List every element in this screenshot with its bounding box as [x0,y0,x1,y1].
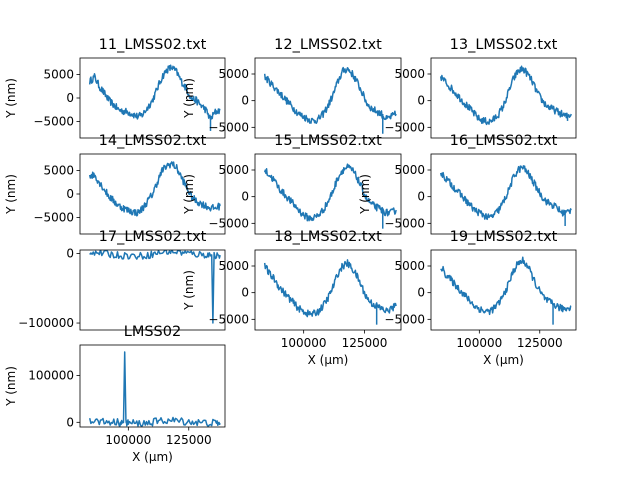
axes-frame [430,57,577,139]
y-tick-label: 5000 [218,67,249,81]
y-tick-label: −5000 [384,216,425,230]
axes-frame [254,249,402,331]
subplot-6: −5000 0 5000 16_LMSS02.txt Y (nm) [358,133,577,235]
y-tick-label: −5000 [384,312,425,326]
x-axis-label: X (μm) [132,450,173,464]
subplot-4: −5000 0 5000 14_LMSS02.txt Y (nm) [4,133,226,235]
subplot-7: −100000 0 17_LMSS02.txt [18,229,226,331]
y-axis-label: Y (nm) [182,270,196,311]
subplot-title: 14_LMSS02.txt [99,133,207,149]
y-tick-label: 0 [417,190,425,204]
y-tick-label: 0 [417,286,425,300]
y-tick-label: 5000 [43,163,74,177]
y-tick-label: 0 [66,415,74,429]
series-line [89,250,221,324]
subplot-1: −5000 0 5000 11_LMSS02.txt Y (nm) [4,37,226,139]
y-tick-label: −5000 [384,120,425,134]
y-tick-label: −5000 [208,216,249,230]
y-tick-label: −100000 [18,316,74,330]
subplot-title: 19_LMSS02.txt [450,229,558,245]
y-tick-label: 0 [66,187,74,201]
y-tick-label: −5000 [208,120,249,134]
x-tick-label: 125000 [166,433,212,447]
subplot-3: −5000 0 5000 13_LMSS02.txt [384,37,577,139]
y-tick-label: −5000 [208,312,249,326]
series-line [263,163,397,222]
subplot-title: 15_LMSS02.txt [274,133,382,149]
y-tick-label: −5000 [33,211,74,225]
subplot-5: −5000 0 5000 15_LMSS02.txt Y (nm) [182,133,402,235]
x-tick-label: 125000 [342,336,388,350]
y-tick-label: 5000 [394,163,425,177]
axes-frame [79,344,226,428]
x-axis-label: X (μm) [483,353,524,367]
subplot-2: −5000 0 5000 12_LMSS02.txt Y (nm) [182,37,402,139]
subplot-title: 11_LMSS02.txt [99,37,207,53]
y-tick-label: −5000 [33,115,74,129]
y-axis-label: Y (nm) [358,174,372,215]
axes-frame [254,153,402,235]
y-tick-label: 5000 [394,67,425,81]
axes-frame [254,57,402,139]
series-line [88,351,221,427]
subplot-8: −5000 0 5000 100000 125000 18_LMSS02.txt X (μm… [182,229,402,367]
subplot-10: 0 100000 100000 125000 LMSS02 X (μm) Y (nm) [4,324,226,464]
subplot-9: −5000 0 5000 100000 125000 19_LMSS02.txt X (μm… [384,229,577,367]
axes-frame [79,57,226,139]
subplot-title: 12_LMSS02.txt [274,37,382,53]
series-line [439,165,572,221]
axes-frame [79,249,226,331]
y-axis-label: Y (nm) [182,174,196,215]
x-axis-label: X (μm) [308,353,349,367]
series-line [88,64,221,121]
y-tick-label: 0 [241,286,249,300]
series-line [263,66,397,124]
axes-frame [430,153,577,235]
y-axis-label: Y (nm) [182,78,196,119]
subplot-title: 17_LMSS02.txt [99,229,207,245]
y-tick-label: 0 [66,91,74,105]
y-tick-label: 0 [66,246,74,260]
y-tick-label: 5000 [218,259,249,273]
x-tick-label: 125000 [517,336,563,350]
y-tick-label: 0 [241,190,249,204]
x-tick-label: 100000 [281,336,327,350]
series-line [439,65,572,126]
y-axis-label: Y (nm) [4,78,18,119]
y-axis-label: Y (nm) [4,366,18,407]
subplot-title: 18_LMSS02.txt [274,229,382,245]
x-tick-label: 100000 [456,336,502,350]
y-tick-label: 0 [417,94,425,108]
subplot-title: 13_LMSS02.txt [450,37,558,53]
y-tick-label: 0 [241,94,249,108]
axes-frame [430,249,577,331]
y-tick-label: 5000 [394,259,425,273]
subplot-title: LMSS02 [124,324,181,340]
y-axis-label: Y (nm) [4,174,18,215]
series-line [263,259,397,318]
subplot-title: 16_LMSS02.txt [450,133,558,149]
x-tick-label: 100000 [105,433,151,447]
y-tick-label: 5000 [218,163,249,177]
y-tick-label: 5000 [43,67,74,81]
y-tick-label: 100000 [28,368,74,382]
series-line [440,256,572,316]
series-line [88,161,221,217]
